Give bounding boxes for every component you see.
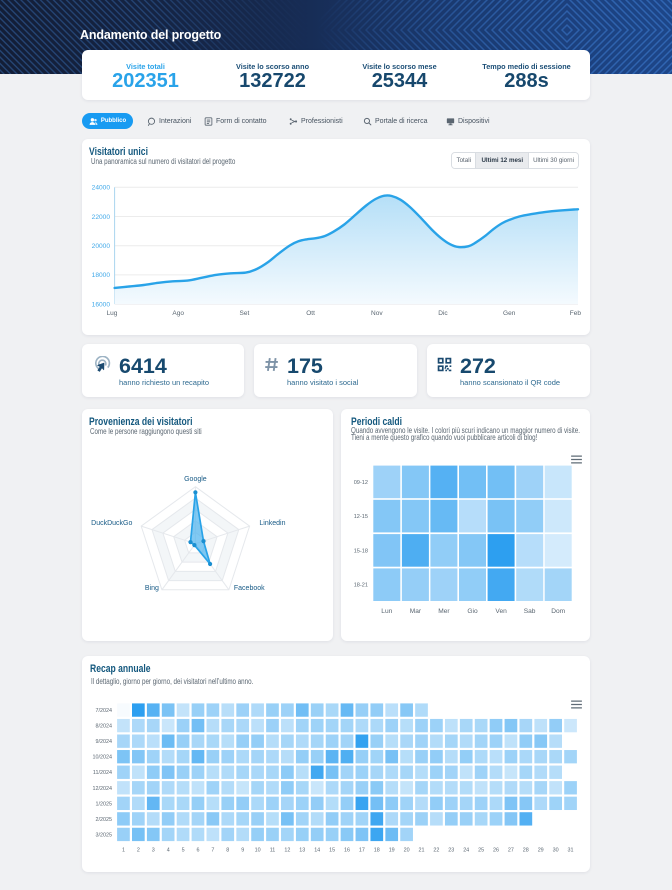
svg-text:Gen: Gen [503, 310, 516, 317]
svg-text:11/2024: 11/2024 [93, 770, 112, 776]
svg-text:Lun: Lun [381, 608, 392, 615]
svg-text:30: 30 [553, 848, 559, 854]
svg-text:2: 2 [137, 848, 140, 854]
svg-text:12: 12 [284, 848, 290, 854]
svg-text:10: 10 [255, 848, 261, 854]
svg-text:18: 18 [374, 848, 380, 854]
svg-text:Ott: Ott [306, 310, 315, 317]
svg-text:25: 25 [478, 848, 484, 854]
svg-text:5: 5 [182, 848, 185, 854]
svg-text:15-18: 15-18 [354, 548, 368, 554]
svg-text:DuckDuckGo: DuckDuckGo [91, 520, 132, 527]
svg-text:3/2025: 3/2025 [96, 832, 113, 838]
svg-text:23: 23 [448, 848, 454, 854]
svg-text:24000: 24000 [92, 185, 111, 192]
svg-text:27: 27 [508, 848, 514, 854]
svg-text:24: 24 [463, 848, 469, 854]
svg-text:20: 20 [404, 848, 410, 854]
svg-text:Linkedin: Linkedin [259, 520, 285, 527]
svg-text:8/2024: 8/2024 [96, 724, 113, 730]
svg-text:Lug: Lug [107, 310, 118, 317]
svg-text:15: 15 [329, 848, 335, 854]
svg-text:19: 19 [389, 848, 395, 854]
svg-text:7/2024: 7/2024 [96, 708, 113, 714]
svg-text:14: 14 [314, 848, 320, 854]
svg-text:Sab: Sab [524, 608, 536, 615]
svg-text:21: 21 [419, 848, 425, 854]
svg-text:1: 1 [122, 848, 125, 854]
svg-text:28: 28 [523, 848, 529, 854]
svg-text:6: 6 [197, 848, 200, 854]
svg-text:12/2024: 12/2024 [93, 786, 113, 792]
svg-text:9/2024: 9/2024 [96, 739, 113, 745]
svg-text:Ago: Ago [172, 310, 184, 317]
svg-text:16000: 16000 [92, 301, 111, 308]
svg-text:Bing: Bing [145, 585, 159, 592]
svg-text:13: 13 [299, 848, 305, 854]
svg-text:Mar: Mar [410, 608, 422, 615]
svg-text:Set: Set [240, 310, 250, 317]
svg-text:18-21: 18-21 [354, 583, 368, 589]
svg-text:20000: 20000 [92, 243, 111, 250]
svg-text:Dic: Dic [438, 310, 448, 317]
svg-text:22: 22 [433, 848, 439, 854]
svg-text:8: 8 [226, 848, 229, 854]
svg-text:12-15: 12-15 [354, 514, 368, 520]
svg-text:29: 29 [538, 848, 544, 854]
svg-text:7: 7 [211, 848, 214, 854]
svg-text:16: 16 [344, 848, 350, 854]
svg-text:10/2024: 10/2024 [93, 755, 113, 761]
svg-text:Gio: Gio [467, 608, 478, 615]
svg-text:11: 11 [270, 848, 276, 854]
svg-text:26: 26 [493, 848, 499, 854]
svg-text:Dom: Dom [551, 608, 565, 615]
svg-text:Ven: Ven [495, 608, 507, 615]
svg-text:09-12: 09-12 [354, 480, 368, 486]
svg-text:Nov: Nov [371, 310, 383, 317]
svg-text:4: 4 [167, 848, 170, 854]
svg-text:31: 31 [568, 848, 574, 854]
svg-text:18000: 18000 [92, 272, 111, 279]
svg-text:17: 17 [359, 848, 365, 854]
svg-text:Feb: Feb [570, 310, 582, 317]
svg-text:22000: 22000 [92, 214, 111, 221]
svg-text:Google: Google [184, 476, 207, 483]
svg-text:Facebook: Facebook [234, 585, 265, 592]
svg-text:9: 9 [241, 848, 244, 854]
svg-text:Mer: Mer [438, 608, 450, 615]
svg-text:1/2025: 1/2025 [96, 801, 113, 807]
svg-text:3: 3 [152, 848, 155, 854]
svg-text:2/2025: 2/2025 [96, 817, 113, 823]
